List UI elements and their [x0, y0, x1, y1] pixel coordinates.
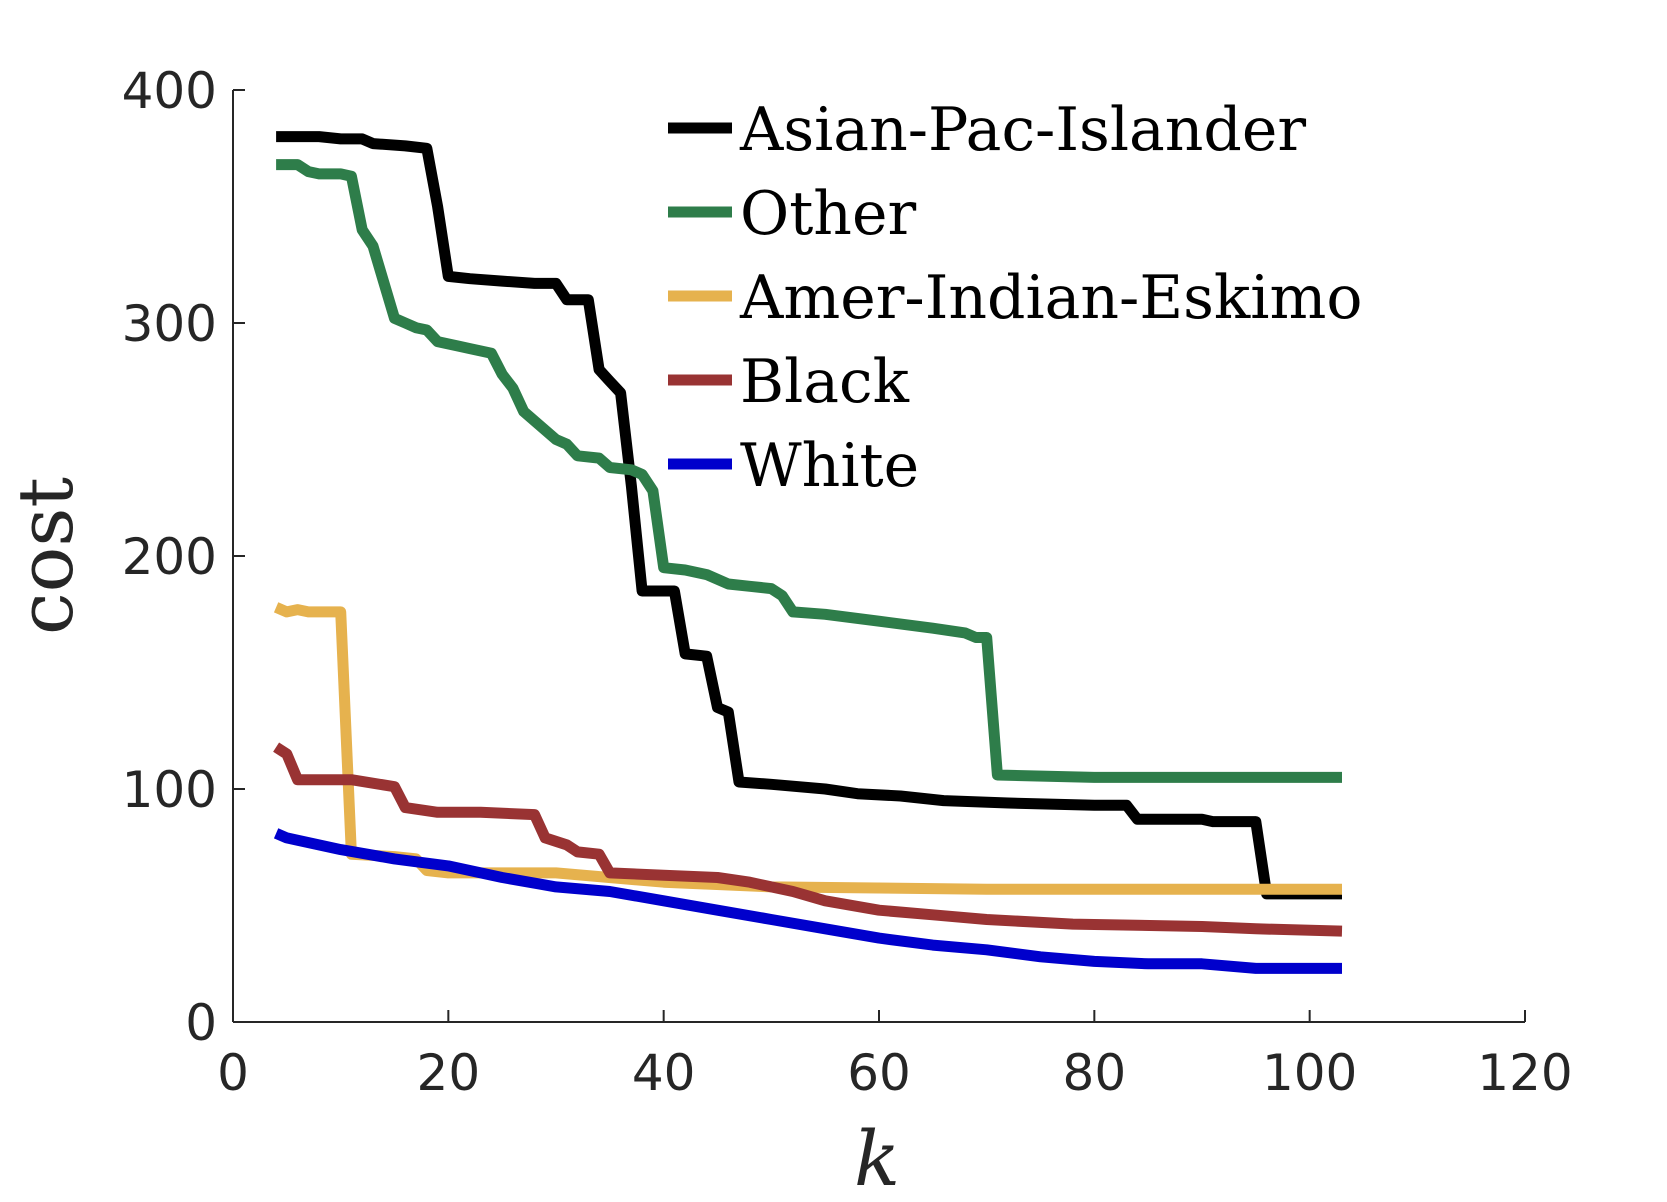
- legend-label: White: [740, 431, 919, 501]
- axes: 0 20 40 60 80 100 120 0 100 200 300 400: [122, 62, 1573, 1102]
- y-tick-label: 200: [122, 528, 217, 586]
- x-tick-label: 60: [847, 1044, 911, 1102]
- series-line-black: [273, 742, 1343, 937]
- x-tick-label: 80: [1063, 1044, 1127, 1102]
- x-tick-label: 120: [1477, 1044, 1572, 1102]
- x-tick-label: 0: [217, 1044, 249, 1102]
- y-tick-label: 100: [122, 761, 217, 819]
- x-axis-title: k: [854, 1114, 900, 1202]
- series-line-asian-pac-islander: [276, 131, 1342, 900]
- series-line-white: [273, 828, 1342, 974]
- y-tick-label: 0: [185, 994, 217, 1052]
- legend-label: Amer-Indian-Eskimo: [739, 263, 1362, 333]
- legend-label: Black: [740, 347, 910, 417]
- y-axis-title: cost: [1, 477, 90, 635]
- legend-label: Other: [740, 179, 916, 249]
- legend: Asian-Pac-Islander Other Amer-Indian-Eskim…: [668, 95, 1362, 501]
- y-tick-label: 300: [122, 295, 217, 353]
- x-tick-label: 40: [632, 1044, 696, 1102]
- series-line-amer-indian-eskimo: [273, 602, 1342, 895]
- legend-label: Asian-Pac-Islander: [739, 95, 1306, 165]
- x-tick-label: 20: [417, 1044, 481, 1102]
- series-line-other: [276, 159, 1342, 783]
- series-layer: [273, 131, 1343, 974]
- y-tick-label: 400: [122, 62, 217, 120]
- x-tick-label: 100: [1262, 1044, 1357, 1102]
